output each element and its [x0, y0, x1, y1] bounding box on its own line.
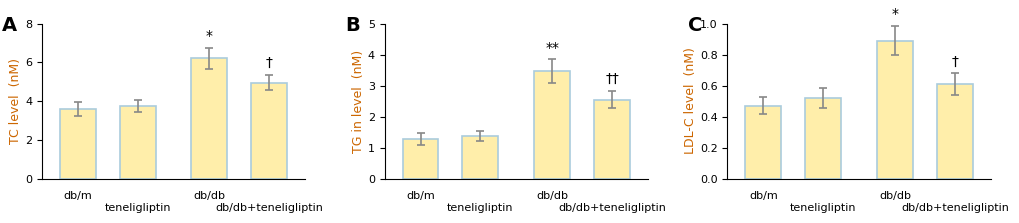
Text: db/db: db/db: [536, 191, 568, 201]
Text: †: †: [951, 54, 958, 68]
Y-axis label: TC level  (nM): TC level (nM): [9, 58, 22, 144]
Bar: [534, 71, 570, 179]
Text: A: A: [2, 16, 17, 35]
Bar: [804, 98, 841, 179]
Text: db/m: db/m: [748, 191, 776, 201]
Y-axis label: TG in level  (nM): TG in level (nM): [352, 50, 365, 153]
Bar: [745, 106, 781, 179]
Text: *: *: [891, 7, 898, 21]
Bar: [936, 84, 972, 179]
Text: db/db+teneligliptin: db/db+teneligliptin: [900, 203, 1008, 213]
Bar: [60, 109, 96, 179]
Text: *: *: [206, 29, 213, 43]
Text: db/db+teneligliptin: db/db+teneligliptin: [215, 203, 323, 213]
Text: teneligliptin: teneligliptin: [104, 203, 171, 213]
Text: teneligliptin: teneligliptin: [446, 203, 514, 213]
Text: teneligliptin: teneligliptin: [789, 203, 856, 213]
Text: db/db: db/db: [194, 191, 225, 201]
Text: ††: ††: [604, 72, 619, 86]
Text: B: B: [344, 16, 360, 35]
Bar: [876, 41, 912, 179]
Bar: [403, 139, 438, 179]
Text: db/m: db/m: [63, 191, 92, 201]
Bar: [192, 58, 227, 179]
Y-axis label: LDL-C level  (nM): LDL-C level (nM): [684, 48, 696, 155]
Text: **: **: [545, 41, 558, 55]
Text: db/db: db/db: [878, 191, 910, 201]
Text: †: †: [266, 56, 272, 70]
Bar: [593, 99, 630, 179]
Bar: [462, 136, 498, 179]
Text: C: C: [687, 16, 701, 35]
Bar: [119, 106, 156, 179]
Text: db/db+teneligliptin: db/db+teneligliptin: [557, 203, 665, 213]
Text: db/m: db/m: [406, 191, 434, 201]
Bar: [251, 83, 287, 179]
